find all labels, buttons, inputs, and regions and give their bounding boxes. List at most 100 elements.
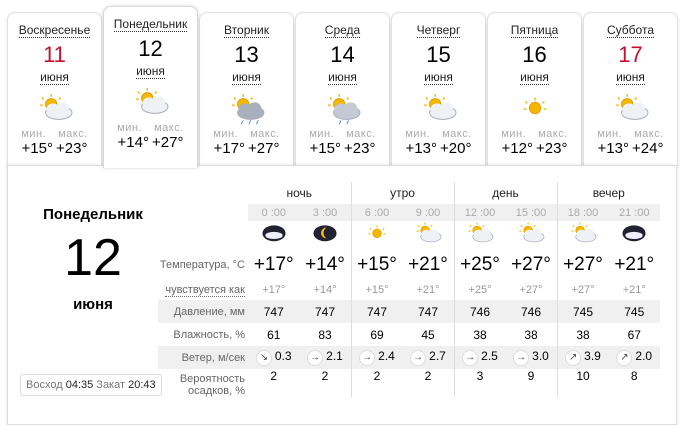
sun-cloud-icon [129,86,173,120]
precip-value: 2 [350,369,403,397]
day-month: июня [232,70,261,85]
period-0: ночь [286,186,313,200]
temp-value: +17° [253,254,294,275]
row-pressure: Давление, мм 747 747 747 747 746 746 745 745 [158,300,660,323]
day-date: 16 [522,42,547,67]
day-tab-7[interactable]: Суббота 17 июня мин. макс. +13° +24° [583,12,678,166]
day-name[interactable]: Четверг [416,23,461,38]
row-temp: Температура, °C +17° +14° +15° +21° +25° +27° +… [158,250,660,280]
max-label: макс. [154,122,184,134]
period-1: утро [350,182,454,204]
humidity-value: 38 [524,327,538,342]
sun-icon [513,92,557,126]
pressure-value: 747 [402,300,454,323]
day-name[interactable]: Вторник [224,23,269,38]
max-label: макс. [538,128,568,140]
day-date: 15 [426,42,451,67]
temp-value: +14° [305,254,345,275]
humidity-value: 38 [556,323,609,346]
detail-date: 12 [64,229,122,287]
precip-label: Вероятность осадков, % [179,373,245,397]
wind-direction-icon: → [410,350,427,366]
pressure-value: 746 [453,300,506,323]
row-precip: Вероятность осадков, % 2 2 2 2 3 9 10 8 [158,369,660,397]
sun-cloud-icon [412,222,444,250]
sun-cloud-rain-icon [321,92,365,126]
humidity-value: 69 [350,323,403,346]
row-humidity: Влажность, % 61 83 69 45 38 38 38 67 [158,323,660,346]
feels-value: +21° [416,284,440,296]
sun-cloud-icon [417,92,461,126]
wind-value: → 3.0 [505,346,557,369]
period-2: день [453,182,557,204]
sun-cloud-icon [33,92,77,126]
humidity-value: 38 [453,323,506,346]
max-label: макс. [58,128,88,140]
day-tab-4[interactable]: Среда 14 июня мин. макс. +15° +23° [295,12,390,166]
temp-value: +21° [408,254,448,275]
row-wind: Ветер, м/сек ↘ 0.3 → 2.1 → 2.4 → 2.7 → 2.5 → 3.0 ↗ 3.9… [158,346,660,369]
day-name[interactable]: Пятница [510,23,559,38]
max-temp: +24° [632,140,664,157]
row-feels: чувствуется как +17° +14° +15° +21° +25° +27° +… [158,280,660,300]
feels-label[interactable]: чувствуется как [165,284,245,297]
pressure-value: 747 [350,300,403,323]
wind-direction-icon: → [462,350,479,366]
min-label: мин. [597,128,623,140]
wind-value: → 2.7 [402,346,454,369]
time-cell: 21 :00 [608,204,660,221]
detail-month: июня [73,296,113,313]
humidity-value: 67 [627,327,641,342]
max-temp: +27° [248,140,280,157]
humidity-value: 45 [421,327,435,342]
wind-direction-icon: ↘ [255,350,272,366]
day-month: июня [520,70,549,85]
min-label: мин. [21,128,47,140]
max-temp: +20° [440,140,472,157]
humidity-value: 61 [267,327,281,342]
temp-value: +25° [453,250,506,280]
temp-value: +27° [511,254,551,275]
feels-value: +15° [350,280,403,300]
time-cell: 3 :00 [299,204,351,221]
max-temp: +27° [152,134,184,151]
moon-icon [309,225,341,250]
night-cloud-icon [618,225,650,250]
feels-value: +27° [519,284,543,296]
temp-value: +15° [350,250,403,280]
day-tab-6[interactable]: Пятница 16 июня мин. макс. +12° +23° [487,12,582,166]
sun-cloud-icon [464,222,496,250]
sunset-time: 20:43 [128,379,156,391]
precip-value: 10 [556,369,609,397]
temp-label: Температура, °C [159,259,245,271]
day-date: 13 [234,42,259,67]
min-temp: +13° [597,140,629,157]
min-temp: +17° [213,140,245,157]
detail-day-name: Понедельник [43,206,143,223]
max-temp: +23° [536,140,568,157]
day-tab-1[interactable]: Воскресенье 11 июня мин. макс. +15° +23° [7,12,102,166]
day-tab-5[interactable]: Четверг 15 июня мин. макс. +13° +20° [391,12,486,166]
day-detail-panel: Понедельник 12 июня Восход 04:35 Закат 2… [7,165,677,425]
day-month: июня [424,70,453,85]
thunderstorm-rain-icon [225,92,269,126]
pressure-label: Давление, мм [158,300,248,323]
precip-value: 2 [270,369,278,383]
wind-value: → 2.1 [299,346,351,369]
wind-label: Ветер, м/сек [158,346,248,369]
max-label: макс. [634,128,664,140]
wind-value: → 2.5 [453,346,506,369]
day-tab-2[interactable]: Понедельник 12 июня мин. макс. +14° +27° [103,6,198,168]
precip-value: 2 [424,369,432,383]
day-name[interactable]: Понедельник [113,17,188,32]
feels-value: +14° [313,284,337,296]
precip-value: 8 [630,369,638,383]
min-temp: +12° [501,140,533,157]
feels-value: +27° [556,280,609,300]
day-tab-3[interactable]: Вторник 13 июня мин. макс. +17° +27° [199,12,294,166]
day-name[interactable]: Суббота [607,23,654,38]
time-cell: 0 :00 [248,204,300,221]
day-name[interactable]: Воскресенье [18,23,91,38]
sunrise-label: Восход [26,379,63,391]
day-name[interactable]: Среда [324,23,361,38]
